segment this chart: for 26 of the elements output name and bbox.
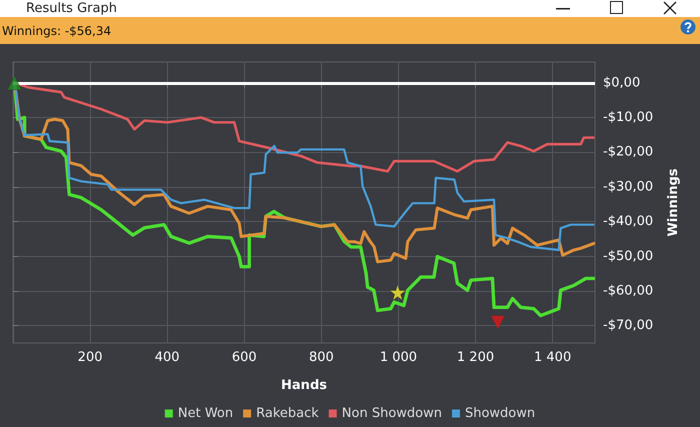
legend-label: Non Showdown: [342, 406, 442, 421]
legend-label: Rakeback: [256, 406, 320, 421]
x-tick-label: 200: [78, 350, 102, 365]
x-tick-label: 400: [154, 350, 180, 365]
y-tick-label: $0,00: [603, 75, 640, 90]
y-tick-label: -$20,00: [603, 144, 654, 160]
point: [389, 284, 406, 301]
point: [490, 315, 506, 330]
x-tick-label: 800: [308, 350, 334, 365]
y-tick-label: -$10,00: [603, 110, 654, 126]
y-tick-label: -$70,00: [603, 318, 654, 334]
x-tick-label: 1 200: [456, 350, 494, 365]
y-tick-label: -$60,00: [603, 283, 654, 298]
legend-label: Showdown: [464, 406, 536, 421]
point: [7, 76, 22, 90]
chart-title: Results Graph: [26, 1, 117, 16]
x-tick-label: 600: [232, 350, 257, 365]
x-tick-label: 1 400: [534, 350, 572, 365]
y-axis-title: Winnings: [666, 168, 681, 237]
y-tick-label: -$30,00: [603, 179, 654, 194]
chart-subtitle: Winnings: -$56,34: [2, 24, 112, 38]
legend-label: Net Won: [178, 406, 234, 421]
y-tick-label: -$40,00: [603, 214, 654, 230]
y-tick-label: -$50,00: [603, 248, 654, 264]
x-tick-label: 1 000: [380, 350, 418, 365]
x-axis-title: Hands: [281, 378, 328, 393]
